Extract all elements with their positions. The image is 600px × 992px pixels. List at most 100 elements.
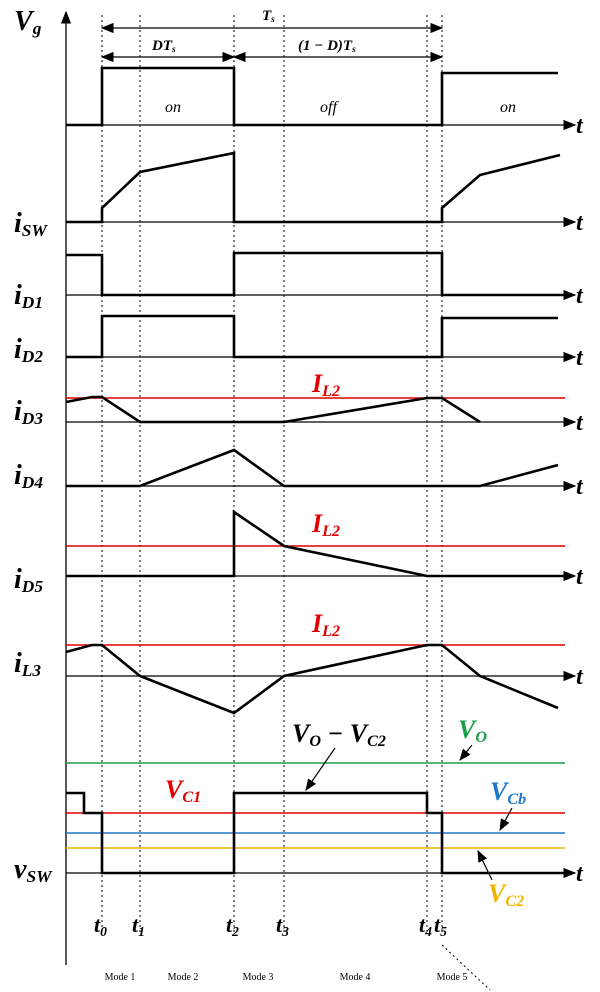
- subscript: 3: [281, 924, 289, 939]
- instant-label: t0: [94, 912, 107, 939]
- main-text: I: [311, 369, 323, 398]
- signal-label: iSW: [14, 208, 48, 240]
- main-text: i: [14, 280, 22, 311]
- subscript: C2: [505, 893, 524, 910]
- subscript: O: [309, 733, 321, 750]
- subscript: 0: [100, 924, 107, 939]
- signal-label: iD5: [14, 564, 43, 596]
- period-label: Ts: [262, 8, 275, 25]
- main-text: i: [14, 460, 22, 491]
- subscript: SW: [26, 867, 53, 886]
- mode-label: Mode 5: [437, 972, 468, 983]
- reference-label: VO: [458, 715, 487, 746]
- signal-label: iD4: [14, 460, 43, 492]
- signal-label: Vg: [14, 6, 42, 38]
- instant-label: t5: [434, 912, 447, 939]
- reference-label: IL2: [311, 609, 340, 640]
- switch-state: off: [320, 99, 339, 116]
- main-text: I: [311, 509, 323, 538]
- waveform: [66, 509, 570, 578]
- reference-label: VC1: [165, 775, 201, 806]
- main-text: t: [94, 912, 101, 937]
- subscript: s: [171, 45, 176, 55]
- main-text: v: [14, 854, 27, 885]
- main-text: V: [165, 775, 185, 804]
- main-text: T: [262, 8, 272, 24]
- signal-label: vSW: [14, 854, 53, 886]
- reference-label: VC2: [488, 879, 524, 910]
- pointer-arrow: [477, 849, 493, 881]
- main-text: I: [311, 609, 323, 638]
- time-axis-label: t: [576, 474, 584, 500]
- waveform: [66, 791, 570, 875]
- period-label: (1 − D)Ts: [298, 38, 356, 55]
- subscript: L2: [321, 623, 340, 640]
- pointer-arrow: [305, 747, 336, 791]
- main-text: V: [292, 719, 312, 748]
- instant-label: t2: [226, 912, 239, 939]
- main-text: t: [226, 912, 233, 937]
- subscript: 4: [424, 924, 432, 939]
- mode-label: Mode 2: [168, 972, 199, 983]
- main-text: i: [14, 648, 22, 679]
- waveform: [66, 448, 559, 488]
- subscript: O: [475, 729, 487, 746]
- waveform: [65, 395, 481, 424]
- reference-label: IL2: [311, 369, 340, 400]
- main-text: i: [14, 564, 22, 595]
- subscript: 2: [231, 924, 239, 939]
- subscript: s: [270, 15, 275, 25]
- time-axis-label: t: [576, 861, 584, 887]
- instant-guide: [441, 944, 491, 991]
- signal-label: iD3: [14, 396, 43, 428]
- main-text: V: [14, 6, 35, 37]
- waveform: [66, 151, 561, 224]
- main-text: i: [14, 334, 22, 365]
- reference-label: IL2: [311, 509, 340, 540]
- time-axis-label: t: [576, 210, 584, 236]
- pointer-arrow: [459, 744, 473, 761]
- instant-label: t3: [276, 912, 289, 939]
- subscript: 1: [138, 924, 145, 939]
- subscript: g: [32, 19, 42, 38]
- time-axis-label: t: [576, 345, 584, 371]
- subscript: SW: [22, 221, 49, 240]
- subscript: D1: [21, 293, 43, 312]
- switch-state: on: [500, 99, 516, 116]
- time-axis-label: t: [576, 410, 584, 436]
- main-text: − V: [321, 719, 370, 748]
- main-text: t: [434, 912, 441, 937]
- signal-label: iD2: [14, 334, 43, 366]
- signal-label: iD1: [14, 280, 43, 312]
- time-axis-label: t: [576, 113, 584, 139]
- subscript: D3: [21, 409, 44, 428]
- main-text: t: [132, 912, 139, 937]
- subscript: C1: [182, 789, 201, 806]
- main-text: (1 − D)T: [298, 38, 353, 54]
- subscript: L2: [321, 523, 340, 540]
- main-text: DT: [151, 38, 173, 54]
- subscript: C2: [367, 733, 386, 750]
- subscript: L3: [21, 661, 42, 680]
- main-text: i: [14, 396, 22, 427]
- subscript: 5: [440, 924, 447, 939]
- main-text: V: [458, 715, 478, 744]
- mode-label: Mode 3: [243, 972, 274, 983]
- main-text: t: [276, 912, 283, 937]
- signal-label: iL3: [14, 648, 41, 680]
- subscript: s: [351, 45, 356, 55]
- mode-label: Mode 4: [340, 972, 371, 983]
- main-text: V: [490, 777, 510, 806]
- difference-label: VO − VC2: [292, 719, 386, 750]
- mode-label: Mode 1: [105, 972, 136, 983]
- main-text: t: [419, 912, 426, 937]
- waveform: [66, 251, 570, 297]
- time-axis-label: t: [576, 664, 584, 690]
- instant-label: t4: [419, 912, 432, 939]
- subscript: Cb: [507, 791, 526, 808]
- subscript: L2: [321, 383, 340, 400]
- switch-state: on: [165, 99, 181, 116]
- main-text: i: [14, 208, 22, 239]
- subscript: D4: [21, 473, 44, 492]
